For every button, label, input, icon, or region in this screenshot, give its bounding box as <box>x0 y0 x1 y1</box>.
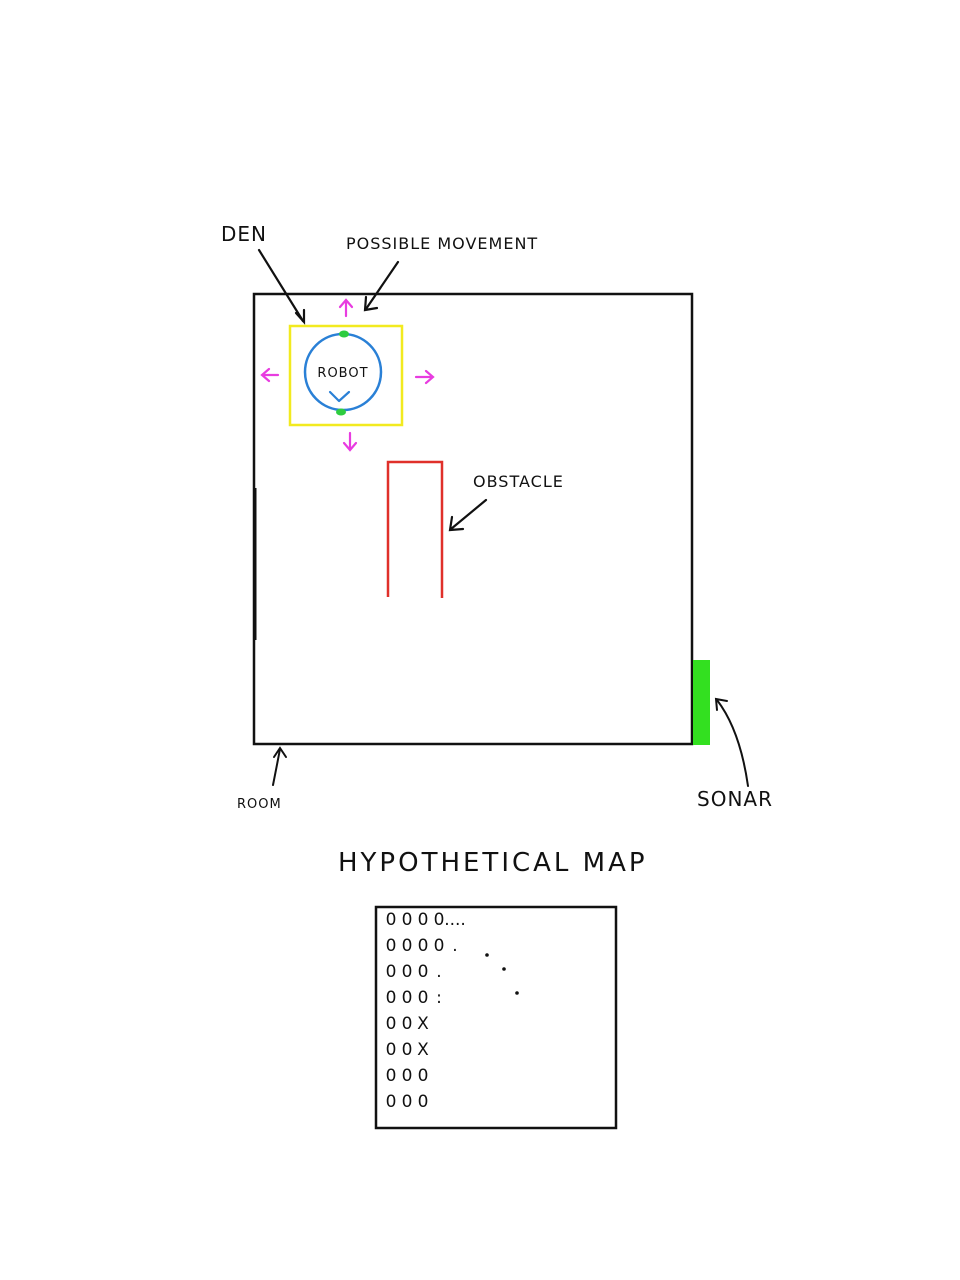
map-cell-r0-c2: 0 <box>418 910 429 930</box>
map-cell-r0-c0: 0 <box>386 910 397 930</box>
left-arrow-icon <box>260 367 280 383</box>
map-cell-r4-c2: X <box>417 1014 429 1034</box>
right-arrow-icon <box>414 369 435 385</box>
map-trailing-dots <box>485 953 519 995</box>
map-cell-r6-c2: 0 <box>418 1066 429 1086</box>
robot-heading-icon <box>328 390 351 403</box>
sonar-sensor <box>693 660 710 745</box>
map-cell-r2-c0: 0 <box>386 962 397 982</box>
map-cell-r3-c2: 0 <box>418 988 429 1008</box>
map-cell-r2-c3: . <box>436 962 441 982</box>
down-arrow-icon <box>342 431 358 452</box>
den-box <box>288 324 404 427</box>
robot-back-marker <box>336 408 346 416</box>
map-cell-r5-c2: X <box>417 1040 429 1060</box>
sonar-pointer-arrow-icon <box>714 697 749 787</box>
map-cell-r7-c1: 0 <box>402 1092 413 1112</box>
map-cell-r1-c2: 0 <box>418 936 429 956</box>
robot-front-marker <box>339 330 349 338</box>
possible-movement-label: POSSIBLE MOVEMENT <box>346 234 538 253</box>
map-cell-r1-c4: . <box>452 936 457 956</box>
map-grid: 0 0 0 0 ....0 0 0 0.0 0 0.0 0 0:0 0 X0 0 X0 0 00 0 0 <box>386 910 466 1112</box>
obstacle-pointer-arrow-icon <box>448 498 488 532</box>
map-frame <box>374 905 618 1130</box>
map-cell-r4-c1: 0 <box>402 1014 413 1034</box>
map-cell-r0-c4: .... <box>444 910 466 930</box>
map-cell-r1-c0: 0 <box>386 936 397 956</box>
movement-pointer-arrow-icon <box>363 260 400 312</box>
map-cell-r0-c3: 0 <box>434 910 445 930</box>
map-cell-r1-c1: 0 <box>402 936 413 956</box>
map-cell-r5-c0: 0 <box>386 1040 397 1060</box>
map-cell-r6-c0: 0 <box>386 1066 397 1086</box>
map-cell-r7-c0: 0 <box>386 1092 397 1112</box>
sonar-label: SONAR <box>697 787 773 811</box>
room-boundary <box>252 292 694 746</box>
map-cell-r2-c2: 0 <box>418 962 429 982</box>
den-pointer-arrow-icon <box>257 248 306 325</box>
robot-label: ROBOT <box>317 366 368 381</box>
map-cell-r1-c3: 0 <box>434 936 445 956</box>
map-cell-r2-c1: 0 <box>402 962 413 982</box>
room-pointer-arrow-icon <box>272 746 287 786</box>
map-cell-r5-c1: 0 <box>402 1040 413 1060</box>
map-cell-r7-c2: 0 <box>418 1092 429 1112</box>
map-cell-r3-c0: 0 <box>386 988 397 1008</box>
den-label: DEN <box>221 222 267 246</box>
obstacle-label: OBSTACLE <box>473 472 564 491</box>
map-title: HYPOTHETICAL MAP <box>338 848 648 878</box>
map-cell-r4-c0: 0 <box>386 1014 397 1034</box>
map-cell-r6-c1: 0 <box>402 1066 413 1086</box>
room-label: ROOM <box>237 797 282 812</box>
map-cell-r3-c1: 0 <box>402 988 413 1008</box>
map-cell-r3-c3: : <box>436 988 442 1008</box>
obstacle-shape <box>386 460 444 598</box>
up-arrow-icon <box>338 298 354 318</box>
map-cell-r0-c1: 0 <box>402 910 413 930</box>
